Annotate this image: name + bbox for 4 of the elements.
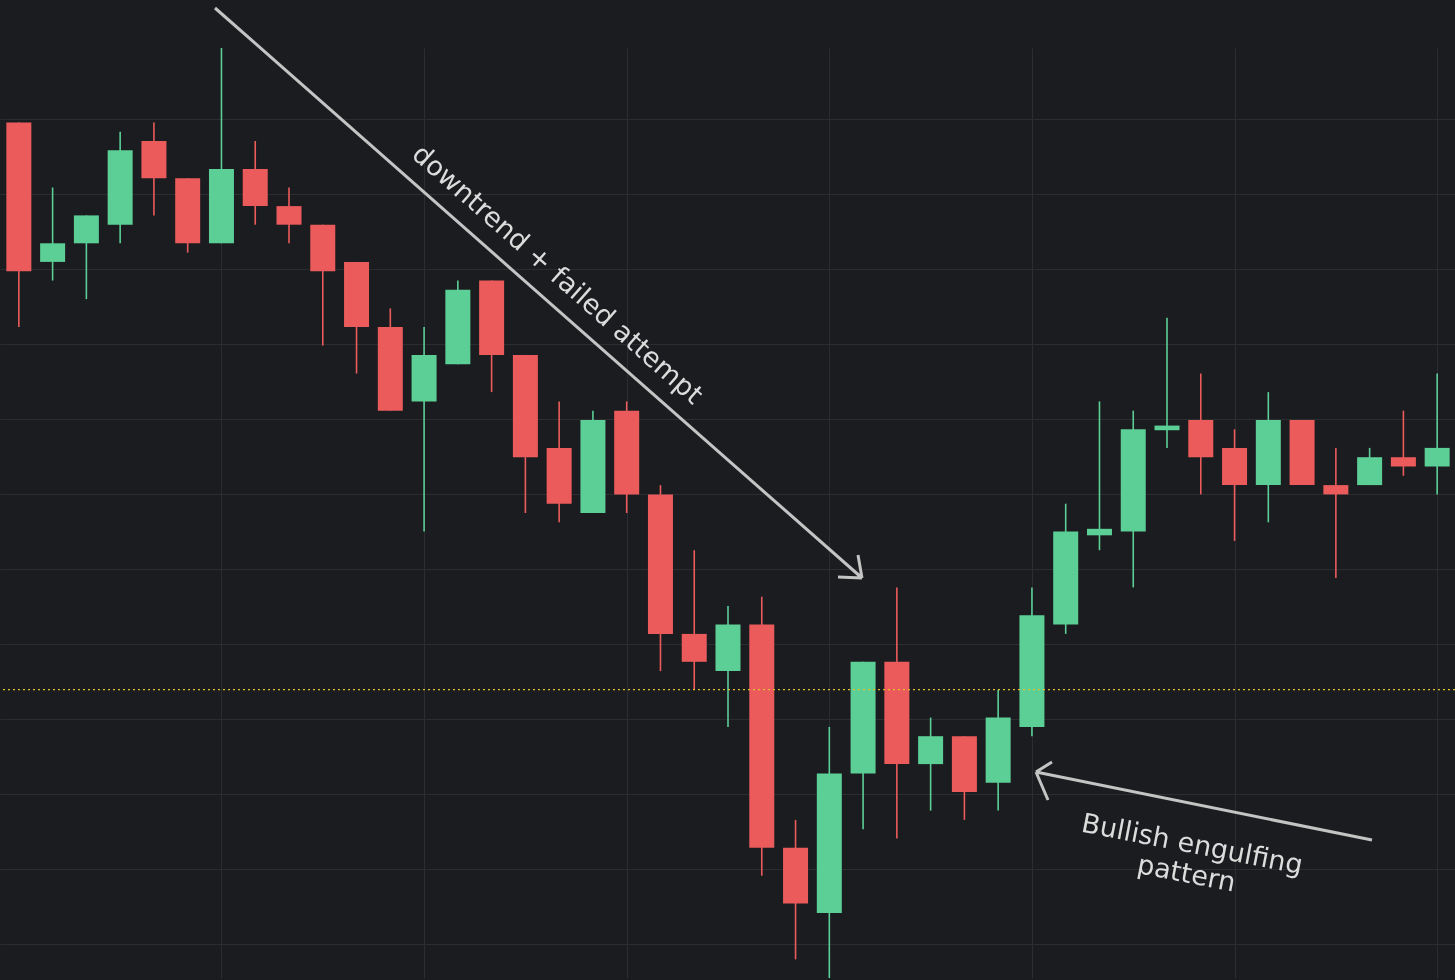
- annotation: Bullish engulfing pattern: [1079, 806, 1306, 898]
- candlestick: [1390, 409, 1416, 477]
- candlestick: [1086, 400, 1112, 551]
- candlestick: [1323, 447, 1349, 579]
